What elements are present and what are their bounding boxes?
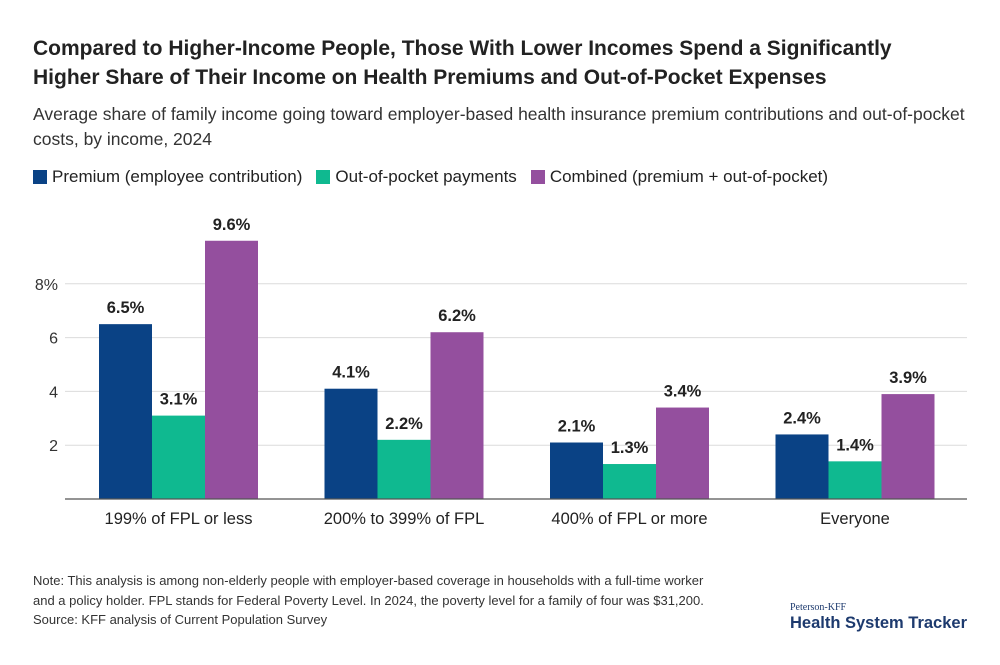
data-label-1-1: 2.2% bbox=[385, 415, 423, 433]
y-tick-label-4: 4 bbox=[49, 384, 58, 401]
chart-title-line-1: Compared to Higher-Income People, Those … bbox=[33, 37, 892, 60]
bar-combined-3 bbox=[881, 394, 935, 499]
note-line-2: and a policy holder. FPL stands for Fede… bbox=[33, 592, 704, 608]
y-tick-label-2: 2 bbox=[49, 438, 58, 455]
brand-logo: Peterson-KFF Health System Tracker bbox=[790, 602, 967, 633]
legend-item-premium: Premium (employee contribution) bbox=[33, 167, 302, 187]
data-label-1-3: 1.4% bbox=[836, 436, 874, 454]
y-tick-label-8: 8% bbox=[35, 277, 58, 294]
data-label-0-3: 2.4% bbox=[783, 409, 821, 427]
data-label-2-2: 3.4% bbox=[664, 383, 702, 401]
legend-item-out-of-pocket: Out-of-pocket payments bbox=[316, 167, 517, 187]
data-label-2-0: 9.6% bbox=[213, 216, 251, 234]
legend-label-premium: Premium (employee contribution) bbox=[52, 167, 303, 186]
bar-out-of-pocket-0 bbox=[152, 415, 205, 499]
x-tick-label-1: 200% to 399% of FPL bbox=[324, 510, 485, 528]
legend-label-out-of-pocket: Out-of-pocket payments bbox=[335, 167, 517, 186]
x-tick-label-0: 199% of FPL or less bbox=[105, 510, 253, 528]
x-tick-label-3: Everyone bbox=[820, 510, 890, 528]
legend-swatch-combined bbox=[530, 170, 545, 184]
legend-swatch-premium bbox=[33, 170, 47, 184]
legend: Premium (employee contribution) Out-of-p… bbox=[33, 166, 842, 188]
x-tick-label-2: 400% of FPL or more bbox=[551, 510, 707, 528]
legend-item-combined: Combined (premium + out-of-pocket) bbox=[530, 167, 829, 187]
legend-label-combined: Combined (premium + out-of-pocket) bbox=[549, 167, 829, 186]
chart-title-line-2: Higher Share of Their Income on Health P… bbox=[33, 66, 827, 89]
bar-out-of-pocket-2 bbox=[603, 464, 656, 499]
data-labels: 6.5% 3.1% 9.6% 4.1% 2.2% 6.2% 2.1% 1.3% 3.4% 2.4%… bbox=[107, 216, 927, 457]
bar-combined-1 bbox=[430, 332, 484, 499]
brand-small-text: Peterson-KFF bbox=[789, 602, 847, 613]
bar-combined-0 bbox=[205, 240, 258, 499]
data-label-0-2: 2.1% bbox=[558, 418, 596, 436]
data-label-0-0: 6.5% bbox=[107, 299, 145, 317]
data-label-1-0: 3.1% bbox=[160, 391, 198, 409]
legend-swatch-out-of-pocket bbox=[316, 170, 331, 184]
bar-premium-0 bbox=[99, 324, 152, 499]
bar-premium-2 bbox=[550, 442, 603, 499]
axes: 2 4 6 8% 199% of FPL or less 200% to 399% of … bbox=[35, 277, 967, 528]
data-label-2-3: 3.9% bbox=[889, 369, 927, 387]
chart-subtitle: Average share of family income going tow… bbox=[33, 104, 965, 149]
bar-premium-1 bbox=[324, 388, 378, 499]
bar-out-of-pocket-3 bbox=[828, 461, 882, 499]
bar-out-of-pocket-1 bbox=[377, 439, 431, 499]
chart-title: Compared to Higher-Income People, Those … bbox=[33, 34, 973, 92]
note-line-1: Note: This analysis is among non-elderly… bbox=[33, 573, 704, 588]
bar-premium-3 bbox=[775, 434, 829, 499]
y-tick-label-6: 6 bbox=[49, 331, 58, 348]
data-label-2-1: 6.2% bbox=[438, 307, 476, 325]
brand-main-text: Health System Tracker bbox=[789, 614, 967, 632]
source-line: Source: KFF analysis of Current Populati… bbox=[33, 612, 328, 627]
bars bbox=[99, 240, 935, 499]
data-label-1-2: 1.3% bbox=[611, 439, 649, 457]
bar-combined-2 bbox=[656, 407, 709, 499]
footnote: Note: This analysis is among non-elderly… bbox=[33, 571, 793, 630]
data-label-0-1: 4.1% bbox=[332, 364, 370, 382]
